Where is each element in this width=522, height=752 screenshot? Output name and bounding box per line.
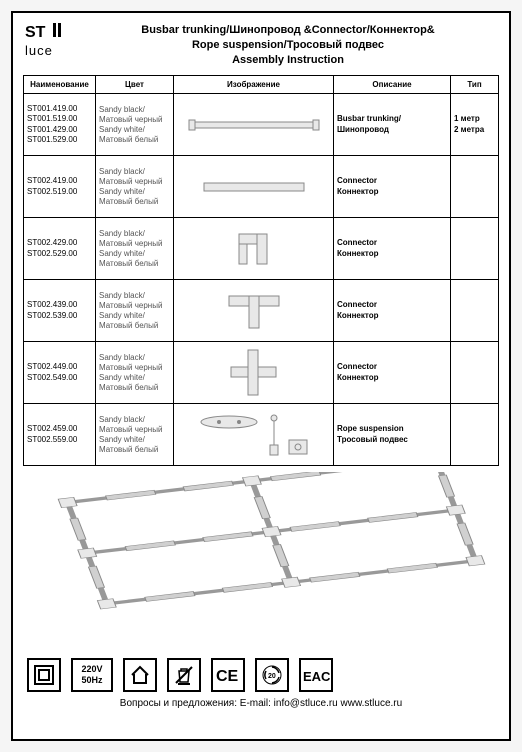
title-block: Busbar trunking/Шинопровод &Connector/Ко… [77, 21, 499, 68]
cell-type: 1 метр2 метра [451, 94, 499, 156]
title-line-3: Assembly Instruction [77, 53, 499, 68]
cell-color: Sandy black/Матовый черныйSandy white/Ма… [96, 94, 174, 156]
recycle-icon: 20 [255, 658, 289, 692]
table-row: ST002.419.00ST002.519.00Sandy black/Мато… [24, 156, 499, 218]
cell-codes: ST002.459.00ST002.559.00 [24, 404, 96, 466]
voltage-value: 220V [73, 664, 111, 675]
svg-text:ST: ST [25, 24, 46, 41]
cell-image [174, 280, 334, 342]
brand-logo: ST luce [23, 21, 65, 69]
table-row: ST002.449.00ST002.549.00Sandy black/Мато… [24, 342, 499, 404]
cell-image [174, 342, 334, 404]
eac-icon: EAC [299, 658, 333, 692]
cell-desc: Rope suspensionТросовый подвес [334, 404, 451, 466]
cell-desc: ConnectorКоннектор [334, 342, 451, 404]
header: ST luce Busbar trunking/Шинопровод &Conn… [23, 21, 499, 69]
cell-color: Sandy black/Матовый черныйSandy white/Ма… [96, 404, 174, 466]
svg-text:20: 20 [268, 673, 276, 680]
cell-type [451, 404, 499, 466]
document-page: ST luce Busbar trunking/Шинопровод &Conn… [11, 11, 511, 741]
table-row: ST002.439.00ST002.539.00Sandy black/Мато… [24, 280, 499, 342]
cell-desc: Busbar trunking/Шинопровод [334, 94, 451, 156]
indoor-icon [123, 658, 157, 692]
cell-image [174, 218, 334, 280]
cell-type [451, 218, 499, 280]
title-line-2: Rope suspension/Тросовый подвес [77, 38, 499, 53]
col-type: Тип [451, 76, 499, 94]
cell-type [451, 280, 499, 342]
table-row: ST002.459.00ST002.559.00Sandy black/Мато… [24, 404, 499, 466]
col-desc: Описание [334, 76, 451, 94]
cell-codes: ST002.439.00ST002.539.00 [24, 280, 96, 342]
cell-type [451, 156, 499, 218]
footer-icon-row: 220V 50Hz CE 20 EAC [23, 658, 499, 692]
col-name: Наименование [24, 76, 96, 94]
title-line-1: Busbar trunking/Шинопровод &Connector/Ко… [77, 23, 499, 38]
cell-desc: ConnectorКоннектор [334, 156, 451, 218]
cell-color: Sandy black/Матовый черныйSandy white/Ма… [96, 280, 174, 342]
cell-color: Sandy black/Матовый черныйSandy white/Ма… [96, 218, 174, 280]
cell-image [174, 404, 334, 466]
table-row: ST002.429.00ST002.529.00Sandy black/Мато… [24, 218, 499, 280]
specification-table: Наименование Цвет Изображение Описание Т… [23, 75, 499, 466]
cell-desc: ConnectorКоннектор [334, 280, 451, 342]
svg-text:EAC: EAC [303, 669, 330, 684]
cell-color: Sandy black/Матовый черныйSandy white/Ма… [96, 342, 174, 404]
footer-contact: Вопросы и предложения: E-mail: info@stlu… [23, 698, 499, 709]
class-ii-icon [27, 658, 61, 692]
cell-image [174, 94, 334, 156]
col-image: Изображение [174, 76, 334, 94]
cell-codes: ST002.419.00ST002.519.00 [24, 156, 96, 218]
cell-image [174, 156, 334, 218]
voltage-box: 220V 50Hz [71, 658, 113, 692]
svg-text:luce: luce [25, 43, 53, 58]
col-color: Цвет [96, 76, 174, 94]
no-trash-icon [167, 658, 201, 692]
svg-text:CE: CE [216, 668, 239, 685]
table-header-row: Наименование Цвет Изображение Описание Т… [24, 76, 499, 94]
cell-codes: ST001.419.00ST001.519.00ST001.429.00ST00… [24, 94, 96, 156]
cell-codes: ST002.449.00ST002.549.00 [24, 342, 96, 404]
cell-color: Sandy black/Матовый черныйSandy white/Ма… [96, 156, 174, 218]
cell-type [451, 342, 499, 404]
cell-codes: ST002.429.00ST002.529.00 [24, 218, 96, 280]
frequency-value: 50Hz [73, 675, 111, 686]
cell-desc: ConnectorКоннектор [334, 218, 451, 280]
assembly-diagram [23, 472, 499, 647]
ce-icon: CE [211, 658, 245, 692]
table-row: ST001.419.00ST001.519.00ST001.429.00ST00… [24, 94, 499, 156]
